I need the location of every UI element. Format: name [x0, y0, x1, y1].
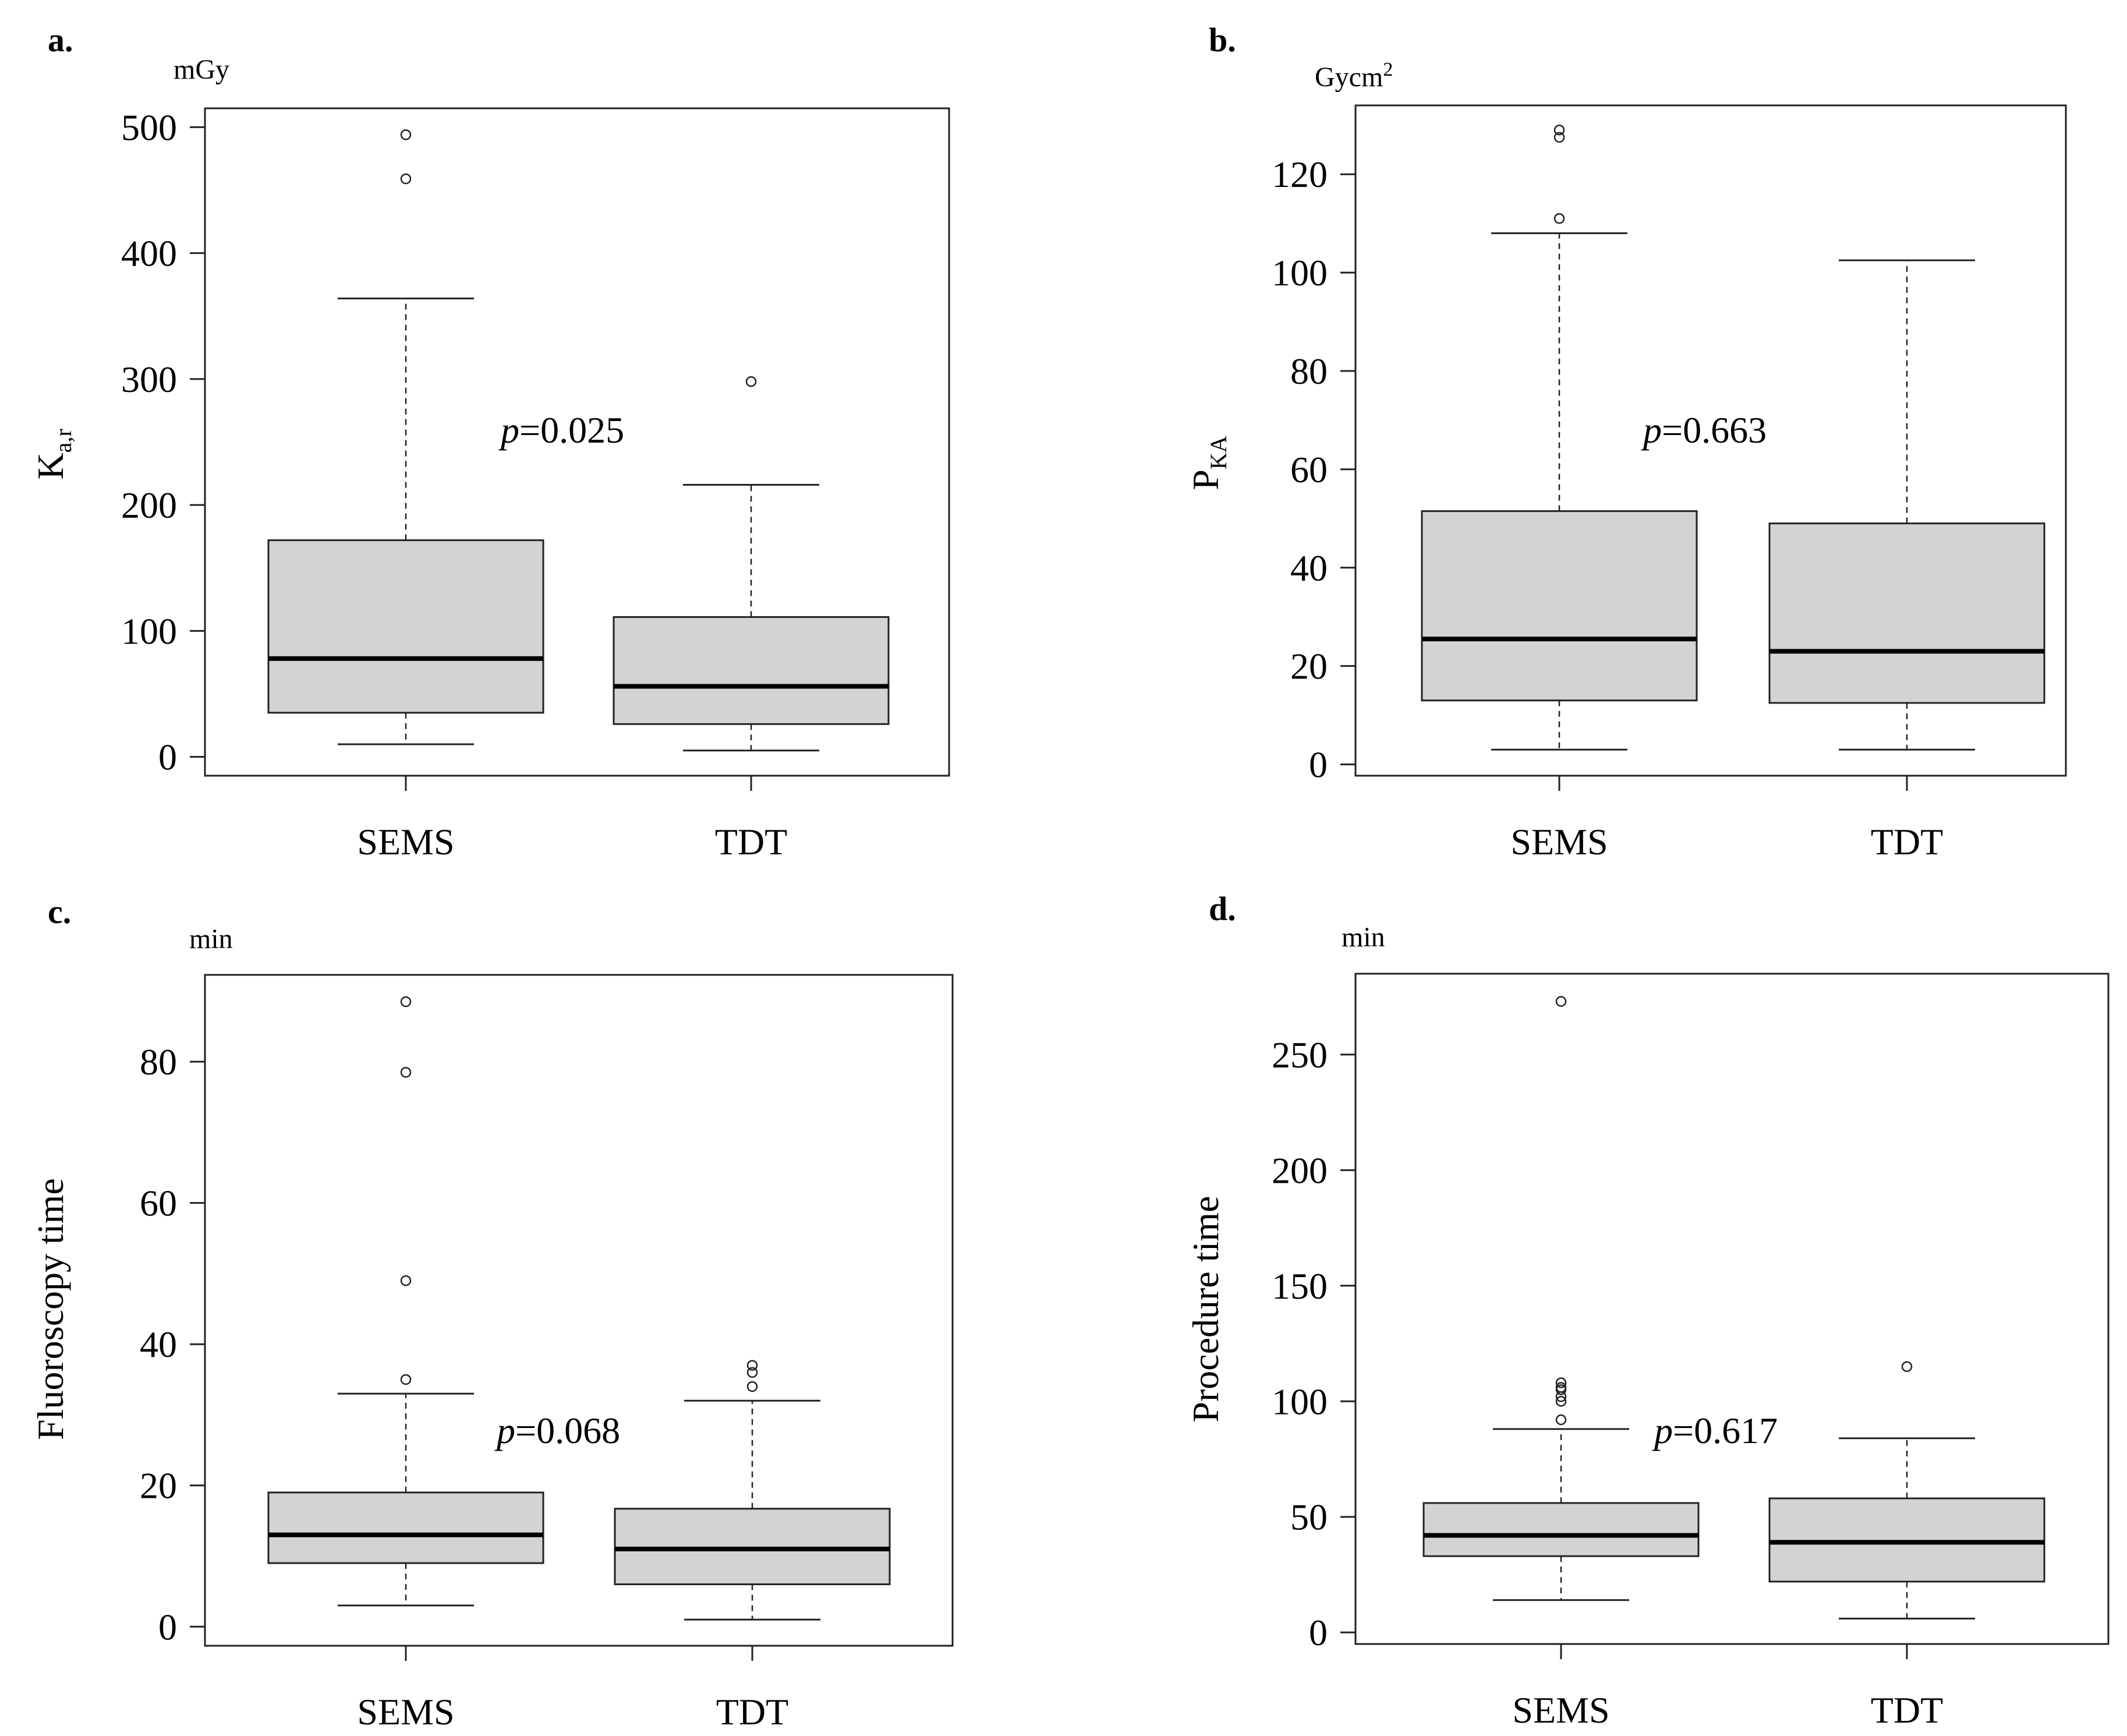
- outlier-point: [1901, 1361, 1913, 1372]
- boxplot-tdt: [1768, 259, 2045, 751]
- outlier-point: [1555, 1396, 1567, 1407]
- y-tick-label: 0: [158, 737, 177, 778]
- y-tick-label: 80: [140, 1041, 177, 1083]
- outlier-point: [1553, 132, 1565, 143]
- boxplot-sems: [1422, 996, 1700, 1601]
- y-tick-label: 120: [1272, 154, 1328, 195]
- outlier-point: [400, 1275, 412, 1286]
- boxplot-tdt: [1768, 1361, 2045, 1620]
- x-category-label: TDT: [715, 821, 787, 862]
- unit-label: Gycm2: [1315, 59, 1393, 93]
- chart-panel-1: 0 100 200 300 400 500 SEMS TDT a. mGy Ka,r p=0.025: [30, 21, 950, 862]
- plot-frame: [1354, 104, 2067, 777]
- boxplot-sems: [267, 129, 544, 745]
- p-value-annotation: p=0.068: [494, 1410, 620, 1451]
- y-tick-label: 0: [158, 1606, 177, 1647]
- y-tick-label: 0: [1309, 744, 1328, 786]
- x-category-label: SEMS: [1512, 1689, 1609, 1731]
- outlier-point: [1555, 996, 1567, 1007]
- outlier-point: [400, 1067, 412, 1078]
- outlier-point: [1553, 213, 1565, 224]
- unit-label: min: [189, 924, 233, 954]
- y-tick-label: 250: [1272, 1034, 1328, 1076]
- boxplot-tdt: [614, 1360, 891, 1621]
- y-tick-label: 100: [121, 610, 177, 652]
- y-axis-label: PKA: [1185, 436, 1231, 490]
- outlier-point: [400, 1374, 412, 1385]
- chart-panel-3: 0 20 40 60 80 SEMS TDT c. min Fluoroscopy time p=0…: [30, 893, 954, 1733]
- chart-panel-2: 0 20 40 60 80 100 120 SEMS TDT b. Gycm2 PKA p=0.663: [1185, 21, 2067, 862]
- panel-label: c.: [48, 893, 71, 931]
- boxplot-sems: [267, 996, 544, 1607]
- y-tick-label: 40: [140, 1324, 177, 1365]
- unit-label: min: [1342, 922, 1385, 953]
- chart-panel-4: 0 50 100 150 200 250 SEMS TDT d. min Procedure tim…: [1185, 890, 2110, 1731]
- outlier-point: [1555, 1377, 1567, 1388]
- iqr-box: [1421, 510, 1698, 702]
- x-category-label: TDT: [1871, 821, 1943, 862]
- outlier-point: [400, 996, 412, 1007]
- outlier-point: [746, 1360, 758, 1371]
- x-category-label: SEMS: [1510, 821, 1608, 862]
- plot-frame: [1354, 973, 2110, 1645]
- y-tick-label: 20: [1290, 646, 1328, 687]
- outlier-point: [1555, 1414, 1567, 1426]
- y-tick-label: 200: [121, 485, 177, 526]
- y-tick-label: 500: [121, 107, 177, 148]
- y-tick-label: 0: [1309, 1612, 1328, 1653]
- unit-label: mGy: [174, 54, 229, 85]
- plot-frame: [204, 107, 950, 777]
- y-tick-label: 300: [121, 359, 177, 400]
- y-tick-label: 100: [1272, 1381, 1328, 1422]
- y-tick-label: 100: [1272, 252, 1328, 294]
- y-tick-label: 20: [140, 1465, 177, 1507]
- p-value-annotation: p=0.617: [1652, 1410, 1778, 1451]
- y-tick-label: 40: [1290, 547, 1328, 589]
- x-category-label: TDT: [716, 1691, 788, 1733]
- y-tick-label: 60: [1290, 449, 1328, 490]
- plot-frame: [204, 974, 954, 1647]
- boxplot-tdt: [613, 376, 890, 752]
- iqr-box: [267, 1491, 544, 1564]
- iqr-box: [1422, 1502, 1700, 1557]
- outlier-point: [400, 129, 412, 140]
- panel-label: b.: [1209, 21, 1236, 59]
- p-value-annotation: p=0.663: [1641, 409, 1767, 451]
- y-axis-label: Procedure time: [1185, 1196, 1226, 1422]
- y-axis-label: Fluoroscopy time: [30, 1178, 71, 1440]
- x-category-label: SEMS: [357, 821, 454, 862]
- panel-label: d.: [1209, 890, 1236, 928]
- outlier-point: [400, 173, 412, 185]
- p-value-annotation: p=0.025: [498, 409, 624, 451]
- y-tick-label: 400: [121, 233, 177, 274]
- x-category-label: SEMS: [357, 1691, 454, 1733]
- y-tick-label: 50: [1290, 1497, 1328, 1538]
- x-category-label: TDT: [1871, 1689, 1943, 1731]
- y-tick-label: 80: [1290, 351, 1328, 392]
- outlier-point: [1553, 124, 1565, 136]
- y-axis-label: Ka,r: [30, 429, 76, 479]
- outlier-point: [1555, 1382, 1567, 1393]
- iqr-box: [1768, 522, 2045, 704]
- y-tick-label: 200: [1272, 1150, 1328, 1191]
- y-tick-label: 150: [1272, 1265, 1328, 1307]
- outlier-point: [746, 1381, 758, 1392]
- outlier-point: [746, 1367, 758, 1378]
- boxplot-sems: [1421, 124, 1698, 751]
- y-tick-label: 60: [140, 1183, 177, 1224]
- outlier-point: [745, 376, 757, 387]
- iqr-box: [613, 616, 890, 725]
- iqr-box: [614, 1508, 891, 1586]
- iqr-box: [267, 539, 544, 714]
- panel-label: a.: [48, 21, 73, 59]
